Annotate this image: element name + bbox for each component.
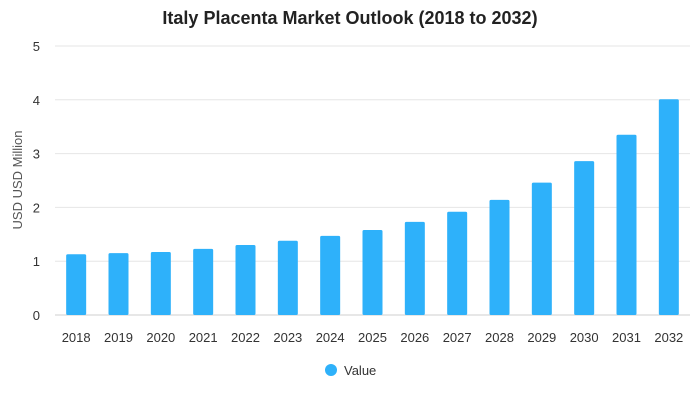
- bar-2028[interactable]: [489, 199, 510, 315]
- y-tick-label: 5: [33, 39, 40, 54]
- bar-2024[interactable]: [320, 235, 341, 315]
- x-tick-label: 2021: [189, 330, 218, 345]
- x-tick-label: 2031: [612, 330, 641, 345]
- bar-2018[interactable]: [66, 254, 87, 315]
- x-tick-label: 2032: [654, 330, 683, 345]
- bar-2030[interactable]: [574, 161, 595, 315]
- x-tick-label: 2030: [570, 330, 599, 345]
- x-tick-label: 2018: [62, 330, 91, 345]
- y-tick-label: 4: [33, 93, 40, 108]
- bar-2023[interactable]: [277, 240, 298, 315]
- x-tick-label: 2026: [400, 330, 429, 345]
- legend-label: Value: [344, 363, 376, 378]
- chart-title: Italy Placenta Market Outlook (2018 to 2…: [162, 8, 537, 28]
- bar-2019[interactable]: [108, 253, 129, 315]
- y-tick-labels: 0 1 2 3 4 5: [33, 39, 40, 323]
- x-tick-label: 2027: [443, 330, 472, 345]
- bar-2020[interactable]: [150, 252, 171, 315]
- x-tick-label: 2020: [146, 330, 175, 345]
- x-tick-label: 2023: [273, 330, 302, 345]
- x-tick-label: 2022: [231, 330, 260, 345]
- bar-2029[interactable]: [531, 182, 552, 315]
- y-axis-label: USD USD Million: [10, 131, 25, 230]
- y-tick-label: 3: [33, 147, 40, 162]
- bar-2031[interactable]: [616, 134, 637, 315]
- x-tick-labels: 2018 2019 2020 2021 2022 2023 2024 2025 2026 2027…: [62, 330, 684, 345]
- y-tick-label: 2: [33, 200, 40, 215]
- x-tick-label: 2029: [527, 330, 556, 345]
- y-tick-label: 0: [33, 308, 40, 323]
- x-tick-label: 2024: [316, 330, 345, 345]
- bar-2021[interactable]: [193, 248, 214, 315]
- bar-2032[interactable]: [658, 99, 679, 316]
- bar-2022[interactable]: [235, 245, 256, 315]
- legend: Value: [325, 363, 376, 378]
- legend-marker-icon: [325, 364, 337, 376]
- bar-2026[interactable]: [404, 221, 425, 315]
- bar-2027[interactable]: [447, 211, 468, 315]
- bars: [66, 99, 679, 316]
- bar-2025[interactable]: [362, 229, 383, 315]
- y-tick-label: 1: [33, 254, 40, 269]
- x-tick-label: 2019: [104, 330, 133, 345]
- x-tick-label: 2028: [485, 330, 514, 345]
- x-tick-label: 2025: [358, 330, 387, 345]
